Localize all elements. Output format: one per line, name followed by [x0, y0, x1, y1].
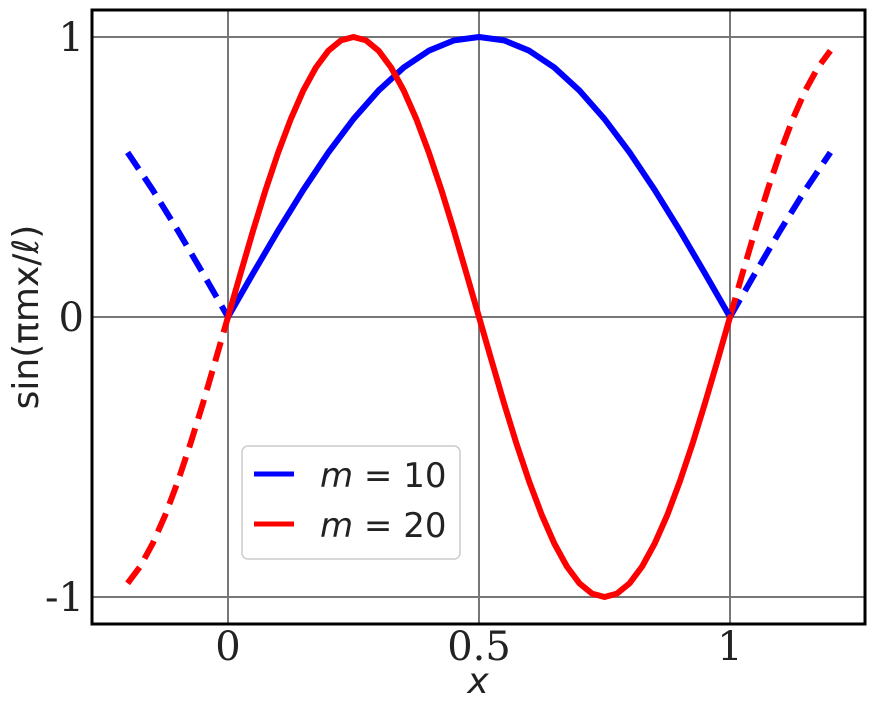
legend-label-m10: m = 10	[320, 456, 447, 496]
y-tick-label-1: 0	[59, 295, 84, 341]
y-tick-label-2: 1	[59, 15, 84, 61]
x-axis-label: x	[466, 661, 489, 702]
y-tick-labels: -1 0 1	[45, 15, 84, 621]
y-tick-label-0: -1	[45, 575, 84, 621]
x-tick-labels: 0 0.5 1	[215, 624, 742, 670]
legend: m = 10 m = 20	[241, 445, 461, 560]
plot-frame	[90, 8, 867, 626]
series-m20-dashed-left	[125, 316, 231, 586]
series-m10-solid	[225, 34, 733, 320]
series-m10-dashed-right	[727, 150, 833, 319]
y-axis-label: sin(πmx/ℓ)	[6, 225, 47, 410]
series-m20-solid	[225, 34, 733, 600]
x-tick-label-2: 1	[717, 624, 742, 670]
legend-box	[241, 445, 461, 560]
legend-label-m20: m = 20	[320, 506, 447, 546]
series-group	[125, 34, 833, 600]
x-tick-label-1: 0.5	[447, 624, 511, 670]
x-tick-label-0: 0	[215, 624, 240, 670]
series-m20-dashed-right	[727, 48, 833, 318]
series-m10-dashed-left	[125, 150, 231, 319]
